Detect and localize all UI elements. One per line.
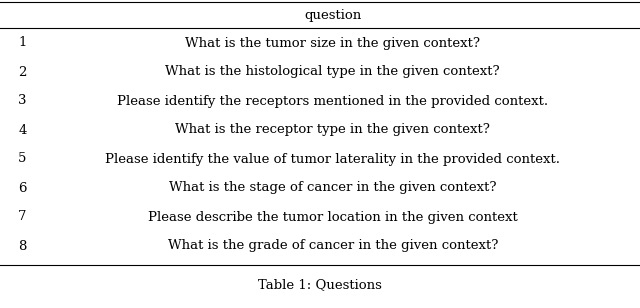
Text: question: question [304,9,362,22]
Text: 3: 3 [18,95,27,107]
Text: 5: 5 [18,152,27,165]
Text: 4: 4 [18,124,27,136]
Text: Please identify the receptors mentioned in the provided context.: Please identify the receptors mentioned … [117,95,548,107]
Text: 1: 1 [18,37,27,50]
Text: What is the stage of cancer in the given context?: What is the stage of cancer in the given… [169,181,497,194]
Text: What is the receptor type in the given context?: What is the receptor type in the given c… [175,124,490,136]
Text: 7: 7 [18,210,27,224]
Text: Table 1: Questions: Table 1: Questions [258,278,382,291]
Text: 6: 6 [18,181,27,194]
Text: What is the tumor size in the given context?: What is the tumor size in the given cont… [186,37,480,50]
Text: What is the histological type in the given context?: What is the histological type in the giv… [166,66,500,79]
Text: Please describe the tumor location in the given context: Please describe the tumor location in th… [148,210,518,224]
Text: 2: 2 [18,66,27,79]
Text: 8: 8 [18,240,27,253]
Text: What is the grade of cancer in the given context?: What is the grade of cancer in the given… [168,240,498,253]
Text: Please identify the value of tumor laterality in the provided context.: Please identify the value of tumor later… [106,152,560,165]
